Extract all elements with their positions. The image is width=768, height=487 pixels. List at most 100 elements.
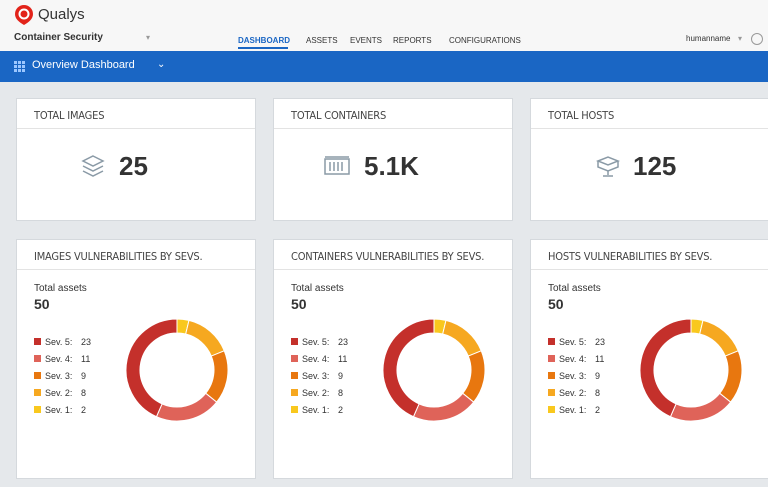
caret[interactable]: ⌄ xyxy=(157,59,166,70)
card-title: TOTAL IMAGES xyxy=(34,109,105,122)
donut-segment xyxy=(462,350,486,403)
donut-segment xyxy=(382,318,435,418)
legend-label: Sev. 5: xyxy=(559,337,587,347)
legend-value: 2 xyxy=(595,405,601,415)
total-value: 50 xyxy=(34,296,50,312)
legend-value: 2 xyxy=(81,405,87,415)
donut-segment xyxy=(442,319,482,357)
caret: ▾ xyxy=(738,34,743,43)
stat-card: TOTAL HOSTS 125 xyxy=(530,98,768,221)
legend-swatch xyxy=(34,389,41,396)
caret: ▾ xyxy=(146,33,151,42)
stat-icon xyxy=(595,156,621,177)
legend-swatch xyxy=(548,406,555,413)
grid-icon[interactable] xyxy=(14,61,25,72)
stat-icon xyxy=(81,155,105,177)
nav-item[interactable]: EVENTS xyxy=(350,36,383,45)
legend-label: Sev. 1: xyxy=(302,405,330,415)
legend-label: Sev. 1: xyxy=(559,405,587,415)
total-label: Total assets xyxy=(548,283,601,294)
user[interactable]: humanname xyxy=(686,34,731,43)
nav-item[interactable]: CONFIGURATIONS xyxy=(449,36,521,45)
dashboard-title[interactable]: Overview Dashboard xyxy=(32,59,135,71)
donut xyxy=(639,318,743,422)
donut xyxy=(125,318,229,422)
chart-card: IMAGES VULNERABILITIES BY SEVS. Total ass… xyxy=(16,239,256,479)
donut-segment xyxy=(125,318,178,418)
donut-segment xyxy=(185,319,225,357)
legend-value: 8 xyxy=(81,388,87,398)
legend-value: 8 xyxy=(338,388,344,398)
logo-icon xyxy=(15,5,33,25)
divider xyxy=(531,269,768,270)
legend-swatch xyxy=(548,389,555,396)
card-title: TOTAL CONTAINERS xyxy=(291,109,387,122)
legend-value: 2 xyxy=(338,405,344,415)
legend-swatch xyxy=(548,355,555,362)
donut-segment xyxy=(719,350,743,403)
card-title: TOTAL HOSTS xyxy=(548,109,615,122)
card-title: HOSTS VULNERABILITIES BY SEVS. xyxy=(548,250,713,263)
legend-label: Sev. 3: xyxy=(45,371,73,381)
legend-swatch xyxy=(291,389,298,396)
legend-label: Sev. 4: xyxy=(302,354,330,364)
donut-segment xyxy=(639,318,692,418)
divider xyxy=(17,128,255,129)
legend-swatch xyxy=(291,338,298,345)
legend-label: Sev. 5: xyxy=(302,337,330,347)
legend-swatch xyxy=(548,338,555,345)
donut-segment xyxy=(412,392,475,422)
legend-value: 9 xyxy=(81,371,87,381)
legend-value: 23 xyxy=(338,337,349,347)
nav-underline xyxy=(238,47,288,49)
total-value: 50 xyxy=(548,296,564,312)
legend-value: 11 xyxy=(338,354,348,364)
divider xyxy=(17,269,255,270)
divider xyxy=(274,128,512,129)
legend-value: 9 xyxy=(595,371,601,381)
donut-segment xyxy=(669,392,732,422)
toolbar: Overview Dashboard ⌄ xyxy=(0,51,768,82)
legend-label: Sev. 2: xyxy=(302,388,330,398)
stat-card: TOTAL CONTAINERS 5.1K xyxy=(273,98,513,221)
help-icon[interactable] xyxy=(751,33,763,45)
app-name[interactable]: Container Security xyxy=(14,32,103,43)
stat-icon xyxy=(324,156,350,175)
legend-value: 23 xyxy=(81,337,92,347)
legend-swatch xyxy=(291,406,298,413)
legend-value: 11 xyxy=(81,354,91,364)
card-title: IMAGES VULNERABILITIES BY SEVS. xyxy=(34,250,203,263)
header: Qualys Container Security ▾ DASHBOARD ASS… xyxy=(0,0,768,51)
nav-item[interactable]: REPORTS xyxy=(393,36,432,45)
legend-label: Sev. 2: xyxy=(45,388,73,398)
card-title: CONTAINERS VULNERABILITIES BY SEVS. xyxy=(291,250,485,263)
legend-label: Sev. 4: xyxy=(559,354,587,364)
legend-swatch xyxy=(34,372,41,379)
chart-card: HOSTS VULNERABILITIES BY SEVS. Total asse… xyxy=(530,239,768,479)
legend-label: Sev. 1: xyxy=(45,405,73,415)
legend-swatch xyxy=(291,372,298,379)
divider xyxy=(531,128,768,129)
legend-swatch xyxy=(34,338,41,345)
donut-segment xyxy=(699,319,739,357)
stat-value: 25 xyxy=(119,151,148,181)
legend-swatch xyxy=(291,355,298,362)
legend-label: Sev. 3: xyxy=(302,371,330,381)
donut-segment xyxy=(205,350,229,403)
nav-item[interactable]: DASHBOARD xyxy=(238,36,290,45)
legend-value: 11 xyxy=(595,354,605,364)
legend-label: Sev. 4: xyxy=(45,354,73,364)
total-label: Total assets xyxy=(291,283,344,294)
stat-card: TOTAL IMAGES 25 xyxy=(16,98,256,221)
divider xyxy=(274,269,512,270)
legend-swatch xyxy=(34,355,41,362)
legend-value: 23 xyxy=(595,337,606,347)
chart-card: CONTAINERS VULNERABILITIES BY SEVS. Total… xyxy=(273,239,513,479)
total-value: 50 xyxy=(291,296,307,312)
legend-label: Sev. 5: xyxy=(45,337,73,347)
legend-swatch xyxy=(548,372,555,379)
legend-value: 9 xyxy=(338,371,344,381)
legend-label: Sev. 3: xyxy=(559,371,587,381)
nav-item[interactable]: ASSETS xyxy=(306,36,338,45)
